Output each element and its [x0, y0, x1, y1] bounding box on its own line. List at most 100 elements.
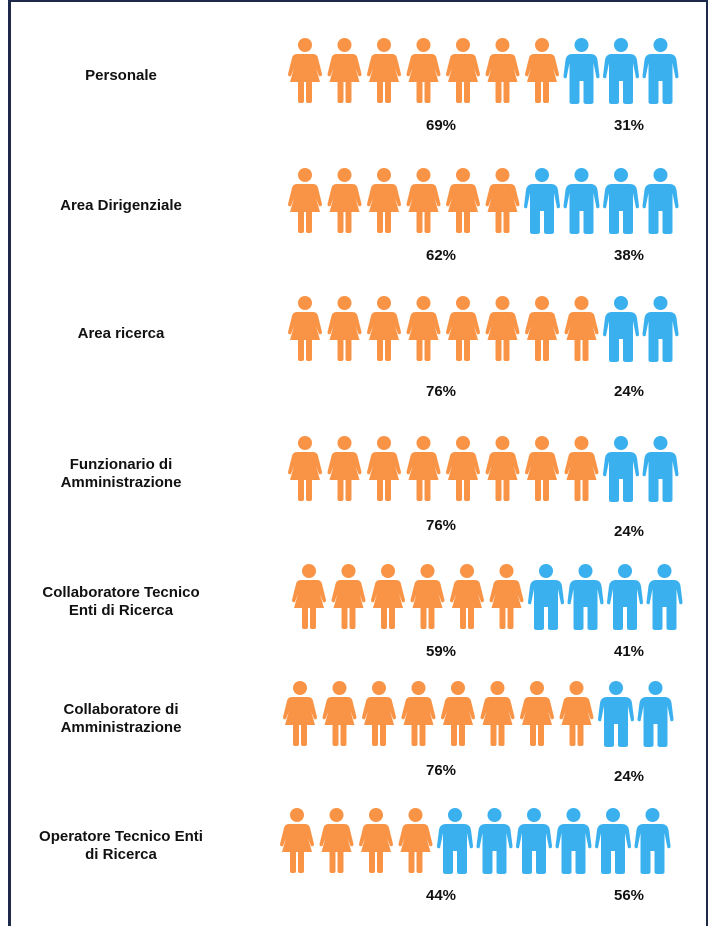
icon-body	[485, 184, 520, 212]
icon-leg	[310, 607, 316, 629]
icon-leg	[377, 81, 383, 103]
icon-head	[609, 681, 623, 695]
icon-head	[535, 436, 549, 450]
icon-body	[288, 54, 322, 82]
icon-head	[298, 296, 312, 310]
female-icon	[525, 436, 559, 501]
icon-leg	[424, 81, 431, 103]
icon-head	[495, 168, 510, 182]
row-label: Personale	[85, 67, 157, 84]
icon-head	[298, 38, 312, 52]
male-icon	[567, 564, 604, 630]
icon-body	[280, 824, 314, 852]
male-icon	[516, 808, 552, 874]
icon-leg	[306, 479, 312, 501]
icon-head	[377, 436, 391, 450]
female-icon	[446, 38, 480, 103]
icon-leg	[490, 724, 497, 746]
icon-leg	[424, 479, 431, 501]
icon-head	[574, 168, 589, 182]
icon-body	[563, 54, 600, 104]
icon-leg	[298, 479, 304, 501]
male-icon	[528, 564, 564, 630]
icon-leg	[428, 607, 435, 629]
icon-leg	[416, 211, 423, 233]
icon-leg	[460, 607, 466, 629]
icon-body	[559, 697, 594, 725]
value-label: 62%	[426, 247, 456, 264]
icon-body	[401, 697, 436, 725]
icon-leg	[337, 339, 344, 361]
icon-leg	[372, 724, 378, 746]
icon-body	[327, 54, 362, 82]
male-icon	[563, 168, 600, 234]
icon-head	[298, 168, 312, 182]
female-icon	[292, 564, 326, 629]
icon-body	[331, 580, 366, 608]
icon-head	[653, 38, 668, 52]
icon-body	[642, 452, 679, 502]
icon-head	[569, 681, 584, 695]
icon-leg	[456, 339, 462, 361]
icon-head	[377, 38, 391, 52]
icon-leg	[419, 724, 426, 746]
icon-head	[290, 808, 304, 822]
icon-head	[337, 168, 352, 182]
icon-head	[302, 564, 316, 578]
icon-leg	[503, 81, 510, 103]
icon-body	[634, 824, 671, 874]
male-icon	[595, 808, 631, 874]
icon-leg	[332, 724, 339, 746]
icon-head	[653, 436, 668, 450]
male-icon	[637, 681, 674, 747]
pictogram-area: 69% 31% 62% 38% 76% 24% 76% 24% 59% 41% 76% 24% 44% 5…	[280, 38, 683, 904]
icon-body	[485, 452, 520, 480]
icon-leg	[416, 479, 423, 501]
icon-leg	[535, 479, 541, 501]
icon-head	[372, 681, 386, 695]
female-icon	[520, 681, 554, 746]
icon-head	[499, 564, 514, 578]
icon-head	[451, 681, 465, 695]
icon-body	[524, 184, 560, 234]
icon-head	[416, 436, 431, 450]
icon-leg	[459, 724, 465, 746]
icon-leg	[377, 211, 383, 233]
female-icon	[288, 296, 322, 361]
value-label: 69%	[426, 117, 456, 134]
icon-leg	[543, 479, 549, 501]
icon-leg	[385, 211, 391, 233]
icon-body	[607, 580, 643, 630]
icon-leg	[424, 339, 431, 361]
icon-body	[398, 824, 433, 852]
icon-head	[614, 168, 628, 182]
icon-head	[645, 808, 660, 822]
male-icon	[437, 808, 473, 874]
icon-leg	[464, 81, 470, 103]
icon-leg	[495, 339, 502, 361]
icon-head	[530, 681, 544, 695]
row-label: Area Dirigenziale	[60, 197, 182, 214]
male-icon	[603, 296, 639, 362]
icon-leg	[503, 211, 510, 233]
female-icon	[319, 808, 354, 873]
icon-leg	[499, 607, 506, 629]
male-icon	[607, 564, 643, 630]
icon-leg	[424, 211, 431, 233]
icon-leg	[380, 724, 386, 746]
icon-body	[359, 824, 393, 852]
icon-leg	[538, 724, 544, 746]
female-icon	[406, 296, 441, 361]
icon-body	[637, 697, 674, 747]
icon-leg	[298, 339, 304, 361]
icon-leg	[349, 607, 356, 629]
icon-head	[574, 436, 589, 450]
icon-head	[416, 296, 431, 310]
icon-head	[614, 38, 628, 52]
icon-leg	[385, 479, 391, 501]
icon-leg	[377, 479, 383, 501]
male-icon	[555, 808, 592, 874]
icon-leg	[345, 339, 352, 361]
icon-head	[332, 681, 347, 695]
value-label: 44%	[426, 887, 456, 904]
